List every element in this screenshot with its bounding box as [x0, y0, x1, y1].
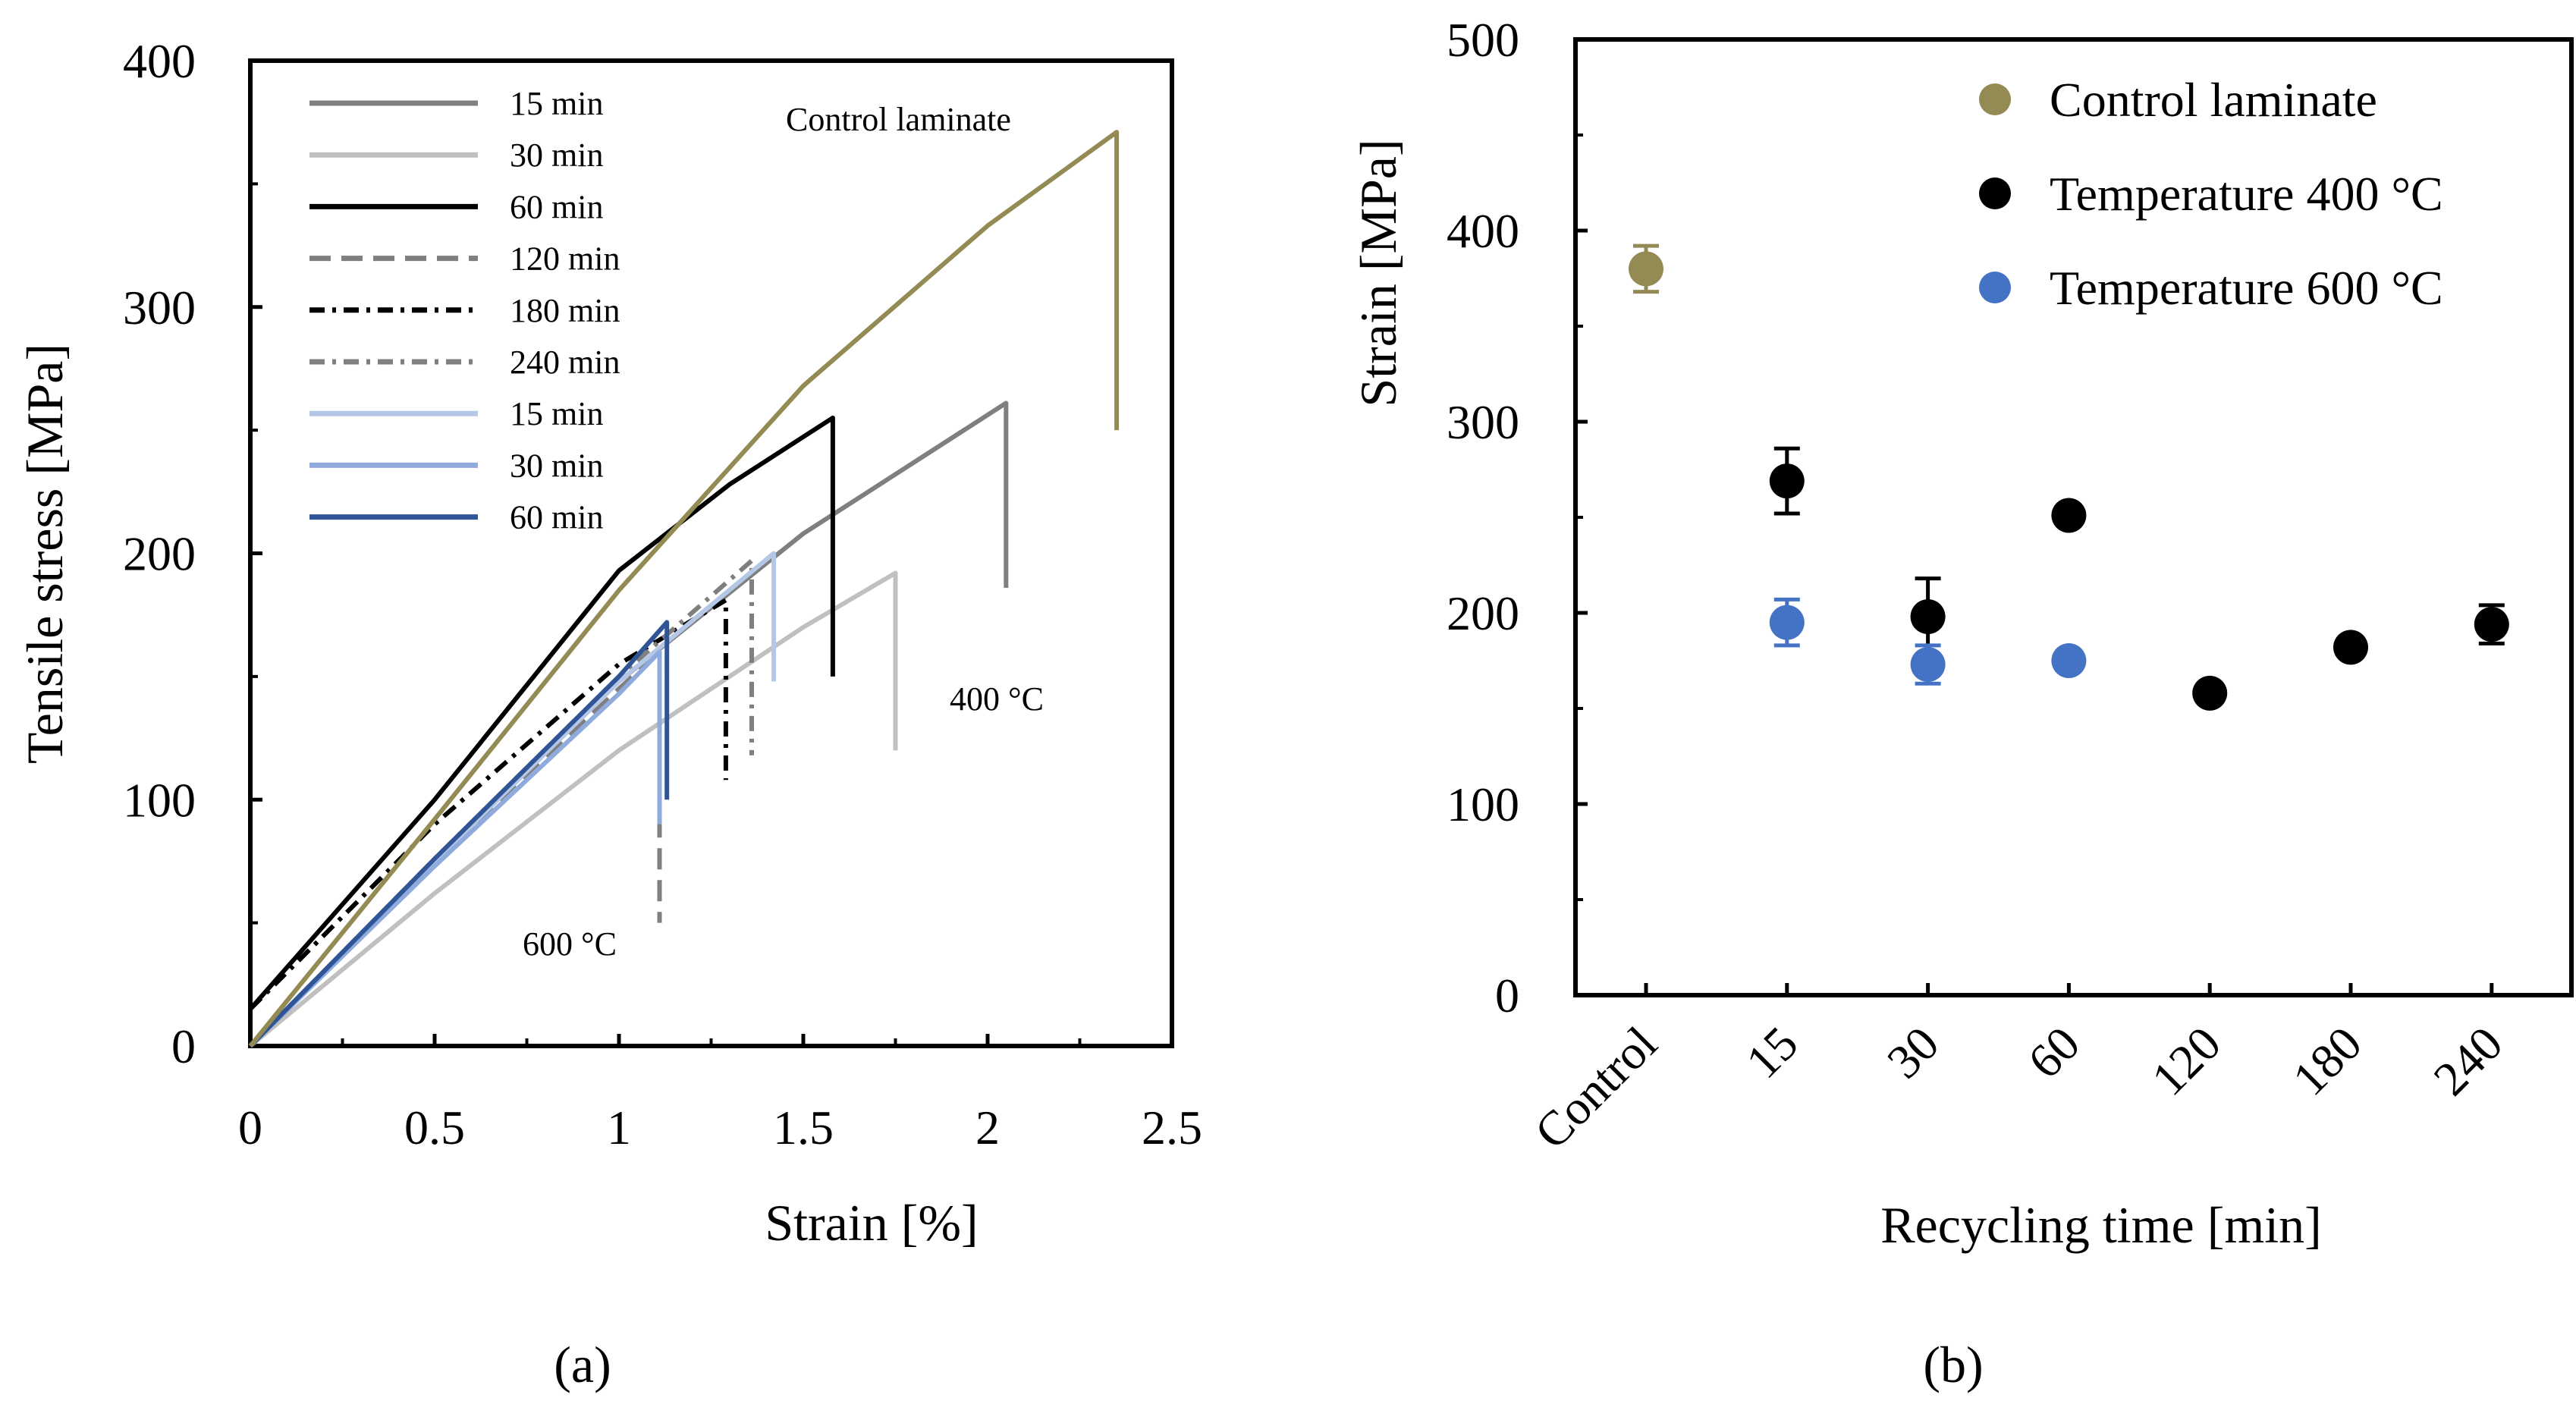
- legend-label-b: Control laminate: [2050, 73, 2377, 127]
- panel-label-a: (a): [554, 1336, 611, 1393]
- annotation-400c: 400 °C: [950, 680, 1044, 718]
- y-tick-label-a: 0: [171, 1019, 196, 1073]
- x-tick-label-a: 1: [607, 1101, 631, 1154]
- legend-label-a: 60 min: [510, 188, 603, 225]
- y-tick-label-b: 400: [1447, 204, 1519, 258]
- legend-a: 15 min 30 min 60 min 120 min 180 min 240 min 1…: [309, 85, 620, 536]
- legend-label-b: Temperature 400 °C: [2050, 167, 2443, 221]
- x-axis-b: Control 15 30 60 120 180 240: [1524, 983, 2513, 1159]
- panel-a: 15 min 30 min 60 min 120 min 180 min 240 min 1…: [16, 34, 1202, 1393]
- data-point-temperature-600-c: [2051, 643, 2087, 678]
- legend-marker-b: [1979, 83, 2011, 115]
- legend-label-a: 30 min: [510, 447, 603, 484]
- y-tick-label-a: 100: [123, 773, 196, 827]
- annotation-control-laminate: Control laminate: [786, 101, 1011, 138]
- x-tick-label-b: 120: [2141, 1016, 2231, 1106]
- x-tick-label-a: 2: [975, 1101, 1000, 1154]
- legend-marker-b: [1979, 272, 2011, 303]
- x-axis-a: 0 0.5 1 1.5 2 2.5: [238, 1034, 1202, 1154]
- y-axis-label-a: Tensile stress [MPa]: [16, 344, 74, 764]
- series-line-30-min: [249, 570, 898, 1048]
- data-point-temperature-400-c: [2051, 498, 2087, 533]
- legend-label-a: 15 min: [510, 85, 603, 122]
- series-line-control-laminate: [248, 130, 1120, 1048]
- legend-label-a: 240 min: [510, 344, 620, 381]
- y-axis-label-b: Strain [MPa]: [1349, 139, 1407, 407]
- annotation-600c: 600 °C: [523, 925, 617, 963]
- series-layer-a: [248, 130, 1120, 1048]
- x-axis-label-b: Recycling time [min]: [1880, 1196, 2322, 1254]
- y-axis-a: 0 100 200 300 400: [123, 34, 262, 1073]
- x-tick-label-a: 0.5: [404, 1101, 465, 1154]
- x-tick-label-b: 30: [1877, 1016, 1949, 1088]
- data-point-temperature-600-c: [1910, 647, 1946, 683]
- legend-label-a: 15 min: [510, 395, 603, 432]
- y-tick-label-a: 300: [123, 281, 196, 335]
- data-point-control-laminate: [1629, 251, 1663, 287]
- y-tick-label-a: 200: [123, 527, 196, 581]
- panel-label-b: (b): [1923, 1336, 1983, 1393]
- legend-marker-b: [1979, 177, 2011, 209]
- series-line-30-min: [248, 649, 662, 1048]
- y-tick-label-a: 400: [123, 34, 196, 88]
- data-point-temperature-600-c: [1769, 605, 1805, 640]
- y-tick-label-b: 300: [1447, 395, 1519, 449]
- data-point-temperature-400-c: [2192, 675, 2228, 711]
- legend-label-a: 60 min: [510, 499, 603, 536]
- legend-label-a: 180 min: [510, 292, 620, 329]
- x-tick-label-a: 0: [238, 1101, 262, 1154]
- x-tick-label-b: 180: [2282, 1016, 2372, 1106]
- y-tick-label-b: 100: [1447, 777, 1519, 831]
- data-point-temperature-400-c: [2474, 607, 2509, 642]
- legend-b: Control laminate Temperature 400 °C Temper…: [1979, 73, 2443, 315]
- x-tick-label-b: 15: [1736, 1016, 1808, 1088]
- data-point-temperature-400-c: [1769, 463, 1805, 499]
- data-point-temperature-400-c: [1910, 599, 1946, 635]
- legend-label-b: Temperature 600 °C: [2050, 261, 2443, 315]
- y-tick-label-b: 200: [1447, 586, 1519, 640]
- series-line-60-min: [248, 620, 670, 1048]
- x-tick-label-b: Control: [1524, 1016, 1667, 1159]
- x-tick-label-a: 1.5: [773, 1101, 834, 1154]
- legend-label-a: 120 min: [510, 240, 620, 278]
- data-point-temperature-400-c: [2333, 630, 2368, 665]
- y-tick-label-b: 0: [1495, 969, 1519, 1022]
- x-tick-label-a: 2.5: [1142, 1101, 1202, 1154]
- legend-label-a: 30 min: [510, 137, 603, 174]
- y-tick-label-b: 500: [1447, 13, 1519, 67]
- series-line-180-min: [248, 598, 728, 1011]
- points-layer-b: [1629, 243, 2509, 711]
- y-axis-b: 0 100 200 300 400 500: [1447, 13, 1588, 1022]
- x-axis-label-a: Strain [%]: [765, 1194, 978, 1252]
- x-tick-label-b: 60: [2018, 1016, 2090, 1088]
- x-tick-label-b: 240: [2424, 1016, 2513, 1106]
